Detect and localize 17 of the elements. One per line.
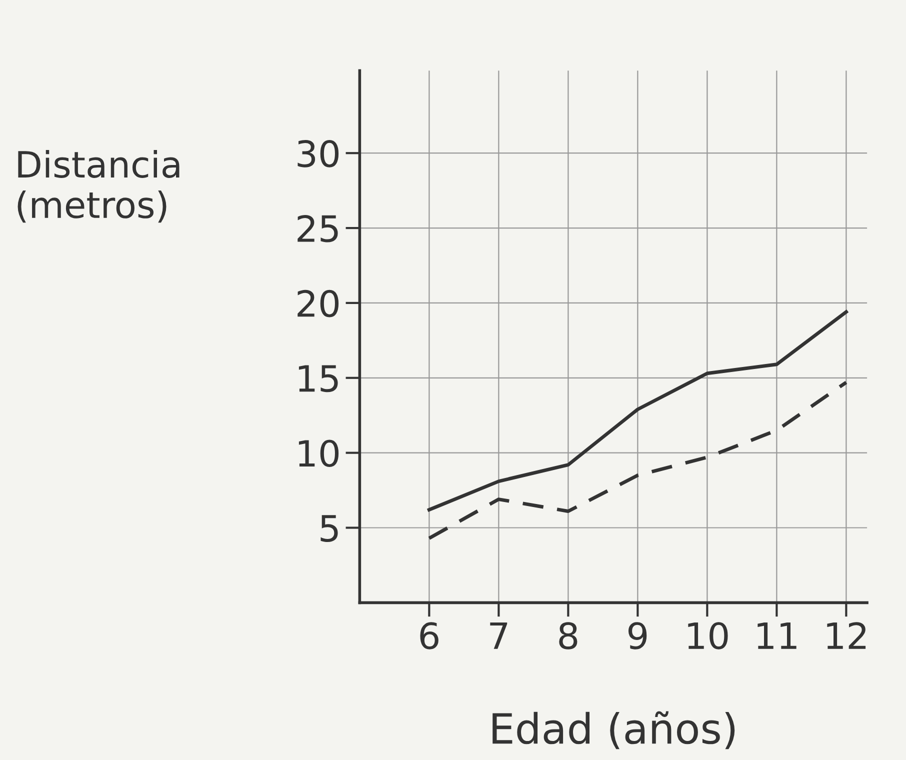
x-tick-label: 6 [420,622,438,650]
x-tick-label: 11 [758,622,796,649]
y-tick-label: 20 [298,290,339,318]
x-tick-label: 10 [688,622,728,650]
line-series [427,310,848,512]
x-tick-label: 9 [628,622,647,650]
y-tick-label: 25 [298,214,338,242]
line-series [427,380,848,540]
x-tick-label: 7 [490,622,508,649]
x-tick-label: 8 [559,622,578,650]
x-tick-label: 12 [827,622,866,649]
y-tick-label: 30 [298,140,339,168]
y-tick-label: 15 [298,365,338,392]
y-tick-label: 10 [298,440,339,468]
y-tick-label: 5 [320,515,338,542]
x-axis-title: Edad (años) [492,711,735,750]
y-axis-title: Distancia (metros) [18,150,180,223]
